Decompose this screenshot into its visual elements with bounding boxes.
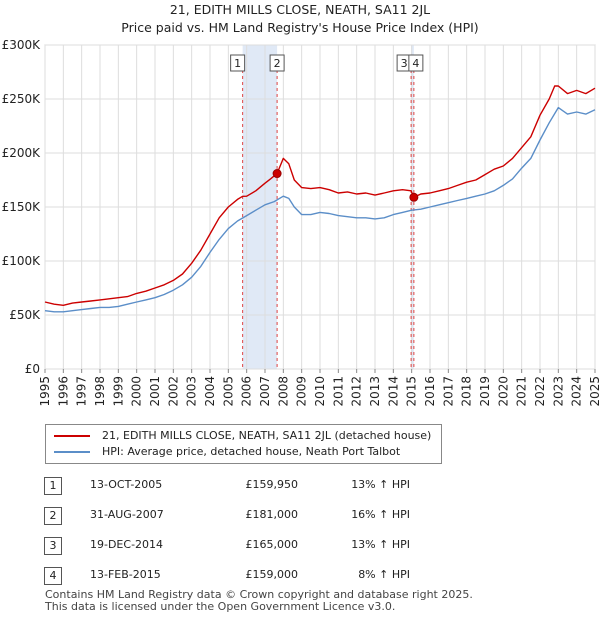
legend-item-hpi: HPI: Average price, detached house, Neat…	[54, 444, 400, 460]
transaction-price: £165,000	[245, 538, 299, 551]
x-tick-label: 2005	[221, 376, 235, 407]
sale-label-box	[408, 54, 424, 72]
legend: 21, EDITH MILLS CLOSE, NEATH, SA11 2JL (…	[45, 424, 442, 464]
transaction-number: 4	[44, 567, 62, 585]
x-tick-label: 2001	[148, 376, 162, 407]
table-row: 3 19-DEC-2014 £165,000 13% ↑ HPI	[40, 535, 600, 555]
transaction-number: 1	[44, 477, 62, 495]
transaction-date: 19-DEC-2014	[90, 538, 164, 551]
transaction-hpi: 16% ↑ HPI	[351, 508, 410, 521]
x-tick-label: 2008	[276, 376, 290, 407]
x-tick-label: 2009	[295, 376, 309, 407]
x-tick-label: 2017	[441, 376, 455, 407]
x-tick-label: 2019	[478, 376, 492, 407]
y-tick-label: £150K	[2, 200, 42, 214]
transaction-number: 3	[44, 537, 62, 555]
y-tick-label: £300K	[2, 38, 42, 52]
x-tick-label: 2021	[515, 376, 529, 407]
legend-swatch-property	[54, 435, 90, 437]
x-tick-label: 2020	[496, 376, 510, 407]
footer: Contains HM Land Registry data © Crown c…	[45, 589, 473, 613]
x-tick-label: 2002	[166, 376, 180, 407]
sale-marker	[272, 169, 282, 179]
transaction-hpi: 13% ↑ HPI	[351, 538, 410, 551]
x-tick-label: 2023	[551, 376, 565, 407]
chart-title: 21, EDITH MILLS CLOSE, NEATH, SA11 2JL	[169, 2, 431, 17]
x-tick-label: 2006	[240, 376, 254, 407]
sale-label-number: 1	[234, 57, 241, 70]
x-tick-label: 2024	[570, 376, 584, 407]
transaction-date: 13-OCT-2005	[90, 478, 163, 491]
x-tick-label: 2015	[405, 376, 419, 407]
x-tick-label: 1998	[93, 376, 107, 407]
y-tick-label: £100K	[2, 254, 42, 268]
x-tick-label: 2007	[258, 376, 272, 407]
legend-swatch-hpi	[54, 451, 90, 453]
footer-license: This data is licensed under the Open Gov…	[45, 600, 396, 613]
x-tick-label: 2018	[460, 376, 474, 407]
x-tick-label: 2011	[331, 376, 345, 407]
transaction-price: £181,000	[245, 508, 299, 521]
chart-subtitle: Price paid vs. HM Land Registry's House …	[121, 20, 479, 35]
legend-label-property: 21, EDITH MILLS CLOSE, NEATH, SA11 2JL (…	[102, 429, 432, 442]
table-row: 1 13-OCT-2005 £159,950 13% ↑ HPI	[40, 475, 600, 495]
x-tick-label: 2012	[350, 376, 364, 407]
x-tick-label: 2014	[386, 376, 400, 407]
y-tick-label: £200K	[2, 146, 42, 160]
sale-label-number: 3	[401, 57, 408, 70]
sale-label-box	[230, 54, 246, 72]
transaction-hpi: 8% ↑ HPI	[358, 568, 410, 581]
x-tick-label: 1997	[75, 376, 89, 407]
hpi-line	[44, 106, 596, 313]
property-price-line	[44, 85, 596, 306]
transaction-number: 2	[44, 507, 62, 525]
x-tick-label: 2010	[313, 376, 327, 407]
transaction-date: 31-AUG-2007	[90, 508, 164, 521]
y-tick-label: £0	[25, 362, 40, 376]
sale-marker	[409, 192, 419, 202]
x-tick-label: 2016	[423, 376, 437, 407]
x-tick-label: 1999	[111, 376, 125, 407]
y-tick-label: £250K	[2, 92, 42, 106]
x-tick-label: 1996	[56, 376, 70, 407]
sale-label-number: 2	[274, 57, 281, 70]
legend-label-hpi: HPI: Average price, detached house, Neat…	[102, 445, 401, 458]
table-row: 2 31-AUG-2007 £181,000 16% ↑ HPI	[40, 505, 600, 525]
x-tick-label: 2022	[533, 376, 547, 407]
x-tick-label: 2000	[130, 376, 144, 407]
transaction-date: 13-FEB-2015	[90, 568, 161, 581]
sale-label-number: 4	[412, 57, 419, 70]
x-tick-label: 2025	[588, 376, 600, 407]
transaction-hpi: 13% ↑ HPI	[351, 478, 410, 491]
sale-label-box	[269, 54, 285, 72]
transaction-price: £159,950	[245, 478, 299, 491]
table-row: 4 13-FEB-2015 £159,000 8% ↑ HPI	[40, 565, 600, 585]
x-tick-label: 2013	[368, 376, 382, 407]
y-tick-label: £50K	[9, 308, 41, 322]
x-tick-label: 2004	[203, 376, 217, 407]
x-tick-label: 2003	[185, 376, 199, 407]
footer-copyright: Contains HM Land Registry data © Crown c…	[45, 588, 473, 601]
transaction-price: £159,000	[245, 568, 299, 581]
legend-item-property: 21, EDITH MILLS CLOSE, NEATH, SA11 2JL (…	[54, 428, 431, 444]
x-tick-label: 1995	[38, 376, 52, 407]
